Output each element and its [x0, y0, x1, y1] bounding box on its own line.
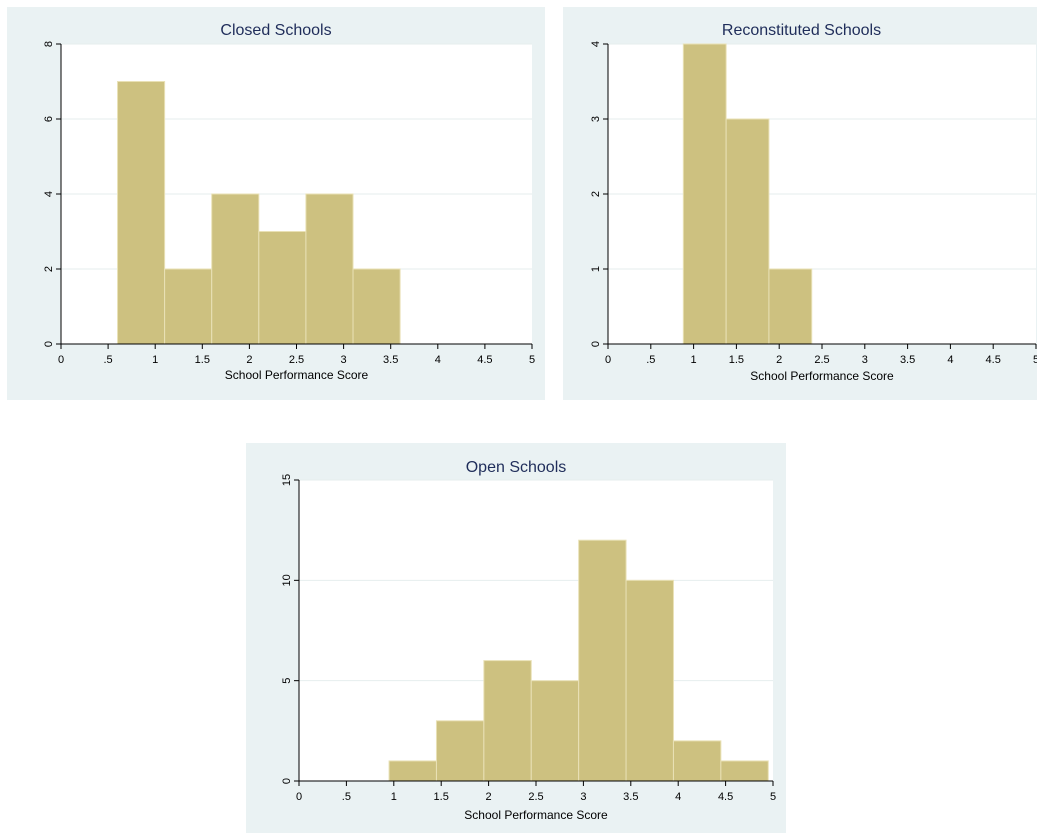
- y-tick-label: 2: [590, 191, 602, 197]
- closed-schools-panel: Closed Schools 0 2 4 6 8 0 .5 1 1.5 2 2.5 3 3.5 4 4.5 5 S…: [7, 7, 545, 400]
- x-tick-label: 3: [862, 354, 868, 366]
- x-tick-label: .5: [104, 354, 113, 366]
- x-axis-title: School Performance Score: [750, 369, 894, 383]
- x-tick-label: 4.5: [718, 791, 733, 803]
- x-tick-label: 1: [391, 791, 397, 803]
- y-tick-label: 2: [43, 266, 55, 272]
- y-tick-label: 0: [590, 341, 602, 347]
- x-tick-label: 3.5: [623, 791, 638, 803]
- x-tick-label: 0: [296, 791, 302, 803]
- x-tick-label: 1.5: [434, 791, 449, 803]
- x-tick-label: 5: [770, 791, 776, 803]
- reconstituted-schools-chart: Reconstituted Schools 0 1 2 3 4 0 .5 1 1.5 2 2.5 3 3.…: [590, 22, 1037, 383]
- y-tick-label: 1: [590, 266, 602, 272]
- x-tick-label: 3: [341, 354, 347, 366]
- y-tick-label: 5: [281, 678, 293, 684]
- x-tick-label: 1.5: [195, 354, 210, 366]
- y-tick-label: 6: [43, 116, 55, 122]
- histogram-bar: [352, 268, 401, 345]
- open-schools-chart: Open Schools 0 5 10 15 0 .5 1 1.5 2 2.5 3 3.5 4 4.5 5 Sc…: [281, 459, 776, 822]
- x-tick-label: 5: [529, 354, 535, 366]
- histogram-bar: [682, 43, 727, 345]
- x-axis-title: School Performance Score: [464, 808, 608, 822]
- x-tick-label: 2: [776, 354, 782, 366]
- x-tick-label: 2: [486, 791, 492, 803]
- x-tick-label: 2: [246, 354, 252, 366]
- histogram-bar: [258, 231, 307, 345]
- y-tick-label: 0: [281, 778, 293, 784]
- y-tick-label: 4: [590, 41, 602, 47]
- histogram-bar: [720, 760, 769, 782]
- x-tick-label: 3.5: [383, 354, 398, 366]
- histogram-bar: [625, 579, 674, 782]
- reconstituted-schools-panel: Reconstituted Schools 0 1 2 3 4 0 .5 1 1.5 2 2.5 3 3.…: [563, 7, 1037, 400]
- x-tick-label: 2.5: [528, 791, 543, 803]
- x-tick-label: 1: [152, 354, 158, 366]
- y-tick-label: 4: [43, 191, 55, 197]
- histogram-bar: [164, 268, 213, 345]
- histogram-bar: [388, 760, 437, 782]
- histogram-bar: [117, 81, 166, 345]
- closed-schools-chart: Closed Schools 0 2 4 6 8 0 .5 1 1.5 2 2.5 3 3.5 4 4.5 5 S…: [43, 22, 535, 382]
- histogram-bar: [725, 118, 770, 345]
- y-tick-label: 15: [281, 474, 293, 486]
- x-axis-title: School Performance Score: [225, 368, 369, 382]
- x-tick-label: 4: [435, 354, 441, 366]
- x-tick-label: 2.5: [814, 354, 829, 366]
- histogram-bar: [483, 660, 532, 782]
- x-tick-label: 3: [580, 791, 586, 803]
- x-tick-label: 2.5: [289, 354, 304, 366]
- x-tick-label: 1: [691, 354, 697, 366]
- chart-title: Reconstituted Schools: [722, 22, 881, 39]
- histogram-bar: [305, 193, 354, 345]
- x-tick-label: 4: [947, 354, 953, 366]
- y-tick-label: 3: [590, 116, 602, 122]
- histogram-bar: [768, 268, 813, 345]
- x-tick-label: 4.5: [477, 354, 492, 366]
- histogram-bar: [211, 193, 260, 345]
- histogram-bar: [530, 680, 580, 782]
- x-tick-label: .5: [646, 354, 655, 366]
- y-tick-label: 0: [43, 341, 55, 347]
- chart-title: Closed Schools: [220, 22, 331, 39]
- y-tick-label: 8: [43, 41, 55, 47]
- x-tick-label: 4.5: [986, 354, 1001, 366]
- x-tick-label: 4: [675, 791, 681, 803]
- open-schools-panel: Open Schools 0 5 10 15 0 .5 1 1.5 2 2.5 3 3.5 4 4.5 5 Sc…: [246, 443, 786, 833]
- x-tick-label: 0: [58, 354, 64, 366]
- histogram-bar: [578, 539, 627, 782]
- chart-title: Open Schools: [466, 459, 567, 476]
- x-tick-label: .5: [342, 791, 351, 803]
- x-tick-label: 5: [1033, 354, 1037, 366]
- x-tick-label: 1.5: [729, 354, 744, 366]
- x-tick-label: 3.5: [900, 354, 915, 366]
- y-tick-label: 10: [281, 574, 293, 586]
- x-tick-label: 0: [605, 354, 611, 366]
- histogram-bar: [672, 740, 722, 782]
- histogram-bar: [435, 720, 485, 782]
